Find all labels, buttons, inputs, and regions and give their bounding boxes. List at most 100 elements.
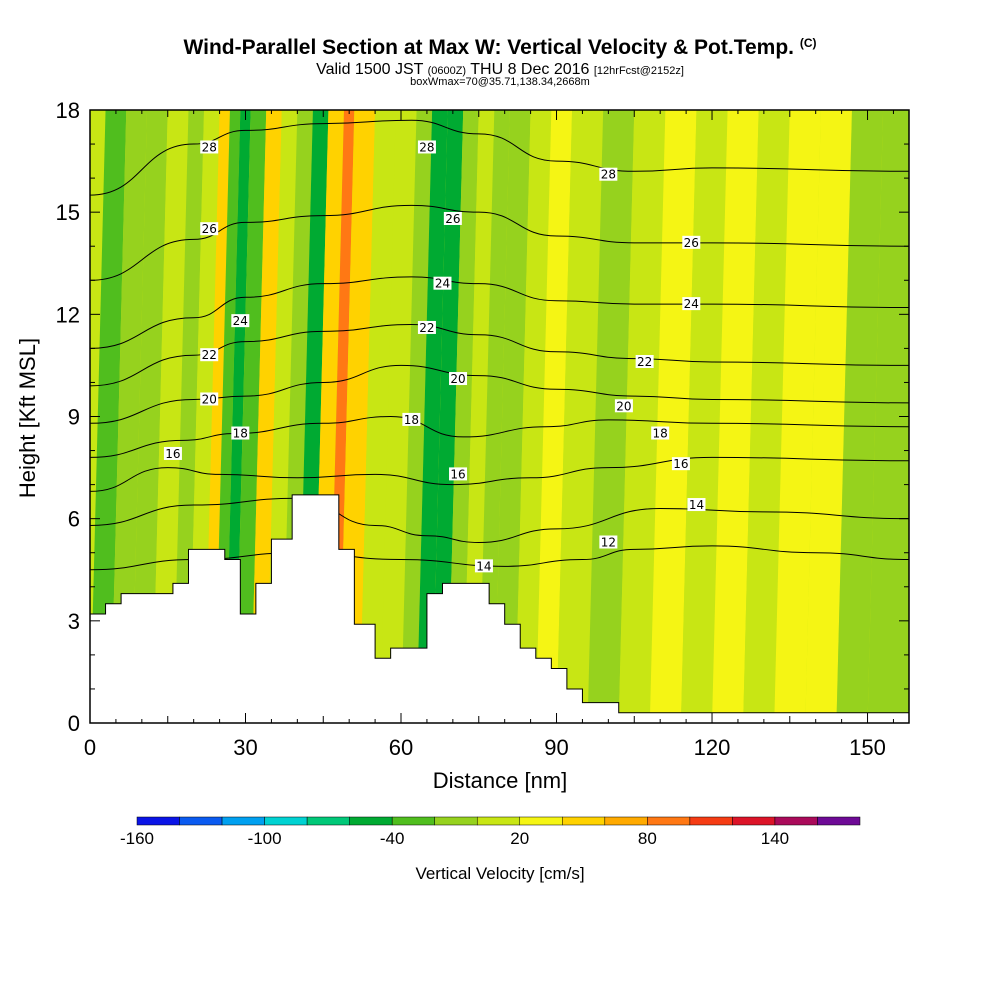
w-column	[743, 110, 790, 723]
isentrope-line	[90, 497, 909, 544]
colorbar-tick-label: 80	[637, 829, 657, 848]
w-column	[515, 110, 552, 723]
contour-label: 12	[599, 535, 618, 550]
w-column	[447, 110, 479, 723]
colorbar-tick-label: -160	[119, 829, 155, 848]
w-column	[556, 110, 604, 723]
w-column	[649, 110, 697, 723]
colorbar-swatch	[519, 816, 563, 826]
isentrope-line	[90, 119, 909, 196]
contour-label-text: 24	[435, 277, 450, 291]
colorbar	[136, 816, 861, 826]
w-column	[235, 110, 267, 723]
contour-label-text: 20	[450, 372, 465, 386]
x-axis-title: Distance [nm]	[432, 768, 568, 793]
w-column	[680, 110, 728, 723]
contour-label-text: 28	[601, 168, 616, 182]
w-column	[494, 110, 531, 723]
contour-label: 28	[417, 140, 436, 154]
colorbar-tick-label: 20	[510, 829, 530, 848]
w-column	[805, 110, 852, 723]
colorbar-swatch	[562, 816, 606, 826]
colorbar-swatch	[179, 816, 223, 826]
w-column	[836, 110, 884, 723]
y-tick-label: 6	[68, 507, 80, 532]
contour-label: 14	[687, 498, 706, 512]
x-tick-label: 150	[849, 735, 886, 760]
contour-label: 18	[651, 426, 670, 441]
x-tick-label: 90	[544, 735, 568, 760]
w-column	[712, 110, 759, 723]
contour-label: 24	[231, 314, 250, 328]
w-column	[774, 110, 821, 723]
w-column	[535, 110, 573, 723]
isentrope-line	[90, 276, 909, 349]
contour-label-text: 16	[165, 447, 180, 461]
contour-label-text: 22	[419, 321, 434, 335]
contour-label-text: 24	[233, 314, 248, 328]
colorbar-swatch	[434, 816, 478, 826]
contour-label: 28	[599, 167, 618, 182]
contour-label: 22	[635, 355, 654, 369]
contour-label: 28	[200, 140, 219, 154]
w-column	[618, 110, 666, 723]
isentrope-line	[90, 545, 909, 571]
w-column	[131, 110, 168, 723]
contour-label-text: 18	[404, 413, 419, 427]
colorbar-swatch	[817, 816, 861, 826]
colorbar-swatch	[264, 816, 308, 826]
y-tick-label: 15	[56, 200, 80, 225]
contour-label: 20	[200, 392, 219, 406]
contour-label-text: 24	[684, 297, 699, 311]
chart-box-info: boxWmax=70@35.71,138.34,2668m	[410, 76, 590, 88]
contour-label: 16	[671, 457, 690, 471]
colorbar-swatch	[689, 816, 733, 826]
contour-label-text: 14	[476, 559, 491, 573]
colorbar-title: Vertical Velocity [cm/s]	[415, 864, 585, 883]
contour-label-text: 12	[601, 536, 616, 550]
w-column	[909, 110, 925, 723]
w-column	[416, 110, 448, 723]
w-column	[250, 110, 282, 723]
contour-label-text: 28	[419, 140, 434, 154]
colorbar-swatch	[647, 816, 691, 826]
y-tick-label: 9	[68, 405, 80, 430]
colorbar-swatch	[604, 816, 648, 826]
isentrope-line	[90, 415, 909, 458]
w-column	[359, 110, 396, 723]
contour-label-text: 14	[689, 498, 704, 512]
colorbar-swatch	[774, 816, 818, 826]
x-tick-label: 0	[84, 735, 96, 760]
chart-title: Wind-Parallel Section at Max W: Vertical…	[183, 36, 817, 59]
y-tick-label: 18	[56, 98, 80, 123]
contour-label: 18	[231, 426, 250, 441]
contour-label-text: 26	[684, 236, 699, 250]
contour-label-text: 18	[653, 427, 668, 441]
contour-label-text: 18	[233, 427, 248, 441]
contour-label: 22	[417, 320, 436, 335]
contour-label: 26	[200, 222, 219, 236]
w-column	[463, 110, 495, 723]
terrain-mask	[90, 494, 909, 723]
contour-label-text: 28	[202, 140, 217, 154]
contour-label-text: 20	[616, 399, 631, 413]
contour-label-text: 22	[202, 348, 217, 362]
y-tick-label: 3	[68, 609, 80, 634]
y-axis-title: Height [Kft MSL]	[15, 337, 40, 499]
x-tick-label: 60	[389, 735, 413, 760]
colorbar-swatch	[476, 816, 521, 826]
contour-label: 20	[614, 399, 633, 413]
colorbar-swatch	[349, 816, 393, 826]
contour-label-text: 20	[202, 392, 217, 406]
contour-label: 24	[433, 276, 452, 291]
contour-label: 22	[200, 348, 219, 362]
colorbar-tick-label: 140	[760, 829, 790, 848]
w-column	[152, 110, 189, 723]
colorbar-tick-label: -100	[247, 829, 282, 848]
isentrope-line	[90, 456, 909, 492]
chart-subtitle: Valid 1500 JST (0600Z) THU 8 Dec 2016 [1…	[316, 61, 684, 78]
contour-label-text: 26	[202, 222, 217, 236]
contour-label: 26	[443, 211, 462, 226]
colorbar-swatch	[306, 816, 350, 826]
